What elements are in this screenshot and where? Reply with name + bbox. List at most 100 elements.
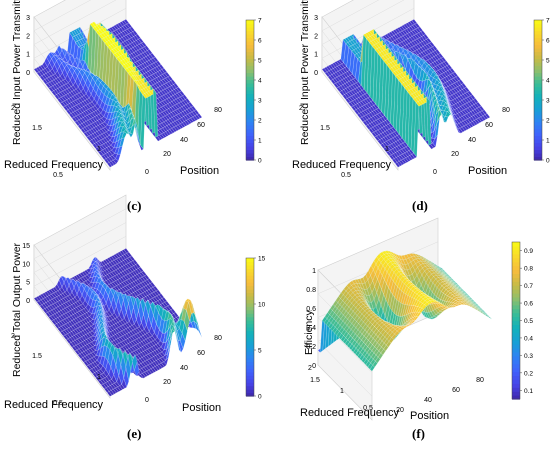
colorbar-segment — [246, 69, 254, 74]
colorbar-segment — [534, 62, 542, 67]
y-tick-label: 0 — [433, 169, 437, 176]
y-tick-label: 80 — [214, 107, 222, 114]
y-tick-label: 40 — [180, 365, 188, 372]
colorbar-segment — [512, 245, 520, 251]
colorbar-segment — [246, 371, 254, 376]
colorbar-segment — [534, 132, 542, 137]
colorbar-segment — [534, 79, 542, 84]
colorbar-segment — [246, 278, 254, 283]
colorbar-segment — [534, 135, 542, 140]
colorbar-segment — [246, 364, 254, 369]
colorbar-segment — [512, 249, 520, 255]
colorbar-frame — [245, 19, 255, 161]
colorbar-segment — [246, 385, 254, 390]
colorbar-segment — [246, 354, 254, 359]
colorbar-segment — [534, 118, 542, 123]
colorbar-segment — [512, 289, 520, 294]
y-tick-label: 60 — [197, 350, 205, 357]
colorbar-tick-label: 0.9 — [524, 248, 533, 255]
grid-line — [321, 0, 405, 45]
colorbar-segment — [246, 142, 254, 147]
colorbar-segment — [246, 316, 254, 321]
colorbar-segment — [534, 139, 542, 144]
x-tick-label: 1.5 — [320, 125, 330, 132]
colorbar-segment — [246, 48, 254, 53]
colorbar-segment — [246, 139, 254, 144]
colorbar-segment — [246, 135, 254, 140]
y-tick-label: 20 — [163, 151, 171, 158]
colorbar-segment — [246, 34, 254, 39]
z-tick-label: 15 — [22, 243, 30, 250]
z-tick-label: 0 — [26, 70, 30, 77]
x-tick-label: 2 — [308, 365, 312, 372]
grid-line — [33, 0, 117, 45]
colorbar-tick-label: 0.5 — [524, 318, 533, 325]
colorbar-segment — [246, 65, 254, 70]
x-tick-label: 1.5 — [310, 377, 320, 384]
z-axis-label: Reduced Input Power Transmitter 1 — [11, 0, 23, 145]
colorbar-segment — [246, 114, 254, 119]
colorbar-segment — [246, 258, 254, 263]
colorbar-segment — [246, 306, 254, 311]
colorbar-segment — [512, 320, 520, 326]
z-tick-label: 10 — [22, 261, 30, 268]
x-axis-label: Reduced Frequency — [4, 159, 104, 171]
colorbar-tick-label: 7 — [258, 18, 262, 25]
colorbar-tick-label: 0.2 — [524, 370, 533, 377]
colorbar-tick-label: 4 — [258, 78, 262, 85]
colorbar-segment — [534, 55, 542, 60]
colorbar-tick-label: 15 — [258, 256, 266, 263]
colorbar-segment — [534, 51, 542, 56]
x-tick-label: 1 — [97, 374, 101, 381]
x-tick-label: 0.5 — [341, 172, 351, 179]
y-axis-label: Position — [182, 402, 221, 414]
panel-letter-f: (f) — [412, 426, 425, 441]
colorbar-segment — [246, 268, 254, 273]
colorbar-segment — [512, 344, 520, 349]
colorbar-segment — [534, 97, 542, 102]
z-axis-label: Reduced Total Output Power — [11, 242, 23, 377]
colorbar-segment — [512, 324, 520, 329]
x-tick-label: 2 — [11, 105, 15, 112]
y-axis-label: Position — [468, 165, 507, 177]
colorbar-segment — [246, 375, 254, 380]
z-tick-label: 2 — [314, 33, 318, 40]
colorbar-segment — [512, 293, 520, 298]
colorbar-segment — [246, 313, 254, 318]
colorbar-tick-label: 6 — [258, 38, 262, 45]
colorbar-segment — [512, 300, 520, 306]
colorbar-segment — [512, 265, 520, 271]
colorbar-segment — [512, 296, 520, 302]
colorbar-tick-label: 0.3 — [524, 353, 533, 360]
surface-panel-c — [33, 0, 256, 171]
colorbar-segment — [246, 76, 254, 81]
z-tick-label: 3 — [314, 15, 318, 22]
colorbar-segment — [246, 107, 254, 112]
z-tick-label: 2 — [26, 33, 30, 40]
colorbar-segment — [534, 149, 542, 154]
colorbar-segment — [534, 34, 542, 39]
y-tick-label: 40 — [424, 397, 432, 404]
y-tick-label: 60 — [485, 122, 493, 129]
colorbar-segment — [246, 97, 254, 102]
panel-letter-e: (e) — [127, 426, 142, 441]
colorbar-tick-label: 0 — [258, 394, 262, 401]
colorbar-segment — [246, 275, 254, 280]
colorbar-segment — [512, 304, 520, 310]
y-tick-label: 80 — [476, 377, 484, 384]
y-axis-label: Position — [180, 165, 219, 177]
colorbar-segment — [246, 93, 254, 98]
colorbar-segment — [534, 86, 542, 91]
colorbar-segment — [246, 79, 254, 84]
colorbar-segment — [534, 128, 542, 133]
colorbar-segment — [246, 361, 254, 366]
colorbar-segment — [246, 337, 254, 342]
colorbar-segment — [246, 327, 254, 332]
x-axis-label: Reduced Frequency — [292, 159, 392, 171]
colorbar-segment — [246, 323, 254, 328]
colorbar-segment — [246, 261, 254, 266]
y-tick-label: 0 — [145, 169, 149, 176]
colorbar-tick-label: 5 — [258, 58, 262, 65]
colorbar-segment — [246, 41, 254, 46]
z-tick-label: 1 — [312, 268, 316, 275]
